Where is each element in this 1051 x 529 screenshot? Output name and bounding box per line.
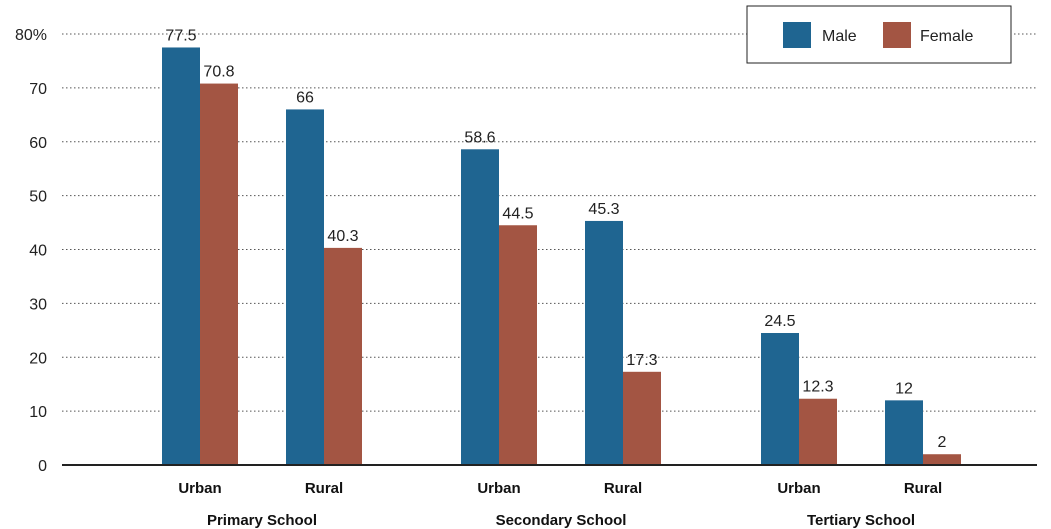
bar-female-0-1	[324, 247, 362, 465]
bar-female-2-1	[923, 454, 961, 465]
y-tick-label: 70	[29, 81, 47, 98]
group-label: Primary School	[207, 512, 317, 529]
data-label-female: 2	[938, 434, 947, 451]
y-tick-label: 80%	[15, 27, 47, 44]
y-tick-label: 50	[29, 189, 47, 206]
bar-female-2-0	[799, 398, 837, 465]
legend-label-male: Male	[822, 28, 857, 45]
data-label-male: 77.5	[165, 27, 196, 44]
bar-male-0-1	[286, 109, 324, 466]
bar-male-1-0	[461, 149, 499, 466]
data-label-female: 12.3	[802, 379, 833, 396]
bar-female-1-1	[623, 371, 661, 465]
data-label-female: 40.3	[327, 228, 358, 245]
group-labels: Primary School Secondary School Tertiary S…	[207, 512, 915, 529]
data-label-male: 58.6	[464, 129, 495, 146]
category-labels: Urban Rural Urban Rural Urban Rural	[178, 480, 942, 497]
bar-female-0-0	[200, 83, 238, 465]
y-tick-label: 60	[29, 135, 47, 152]
category-label: Rural	[604, 480, 642, 497]
legend-swatch-male	[783, 22, 811, 48]
data-label-female: 17.3	[626, 352, 657, 369]
legend-label-female: Female	[920, 28, 973, 45]
data-labels: 77.5 70.8 66 40.3 58.6 44.5 45.3 17.3 24.5 12.3 12…	[165, 27, 946, 451]
category-label: Urban	[777, 480, 820, 497]
bar-female-1-0	[499, 225, 537, 465]
data-label-male: 45.3	[588, 201, 619, 218]
bar-male-2-0	[761, 333, 799, 465]
data-label-male: 12	[895, 380, 913, 397]
y-tick-label: 40	[29, 243, 47, 260]
y-tick-label: 20	[29, 350, 47, 367]
category-label: Urban	[178, 480, 221, 497]
group-label: Tertiary School	[807, 512, 915, 529]
bar-male-1-1	[585, 220, 623, 465]
y-tick-label: 0	[38, 458, 47, 475]
bar-male-0-0	[162, 47, 200, 465]
y-axis-ticks: 0 10 20 30 40 50 60 70 80%	[15, 27, 47, 475]
category-label: Rural	[305, 480, 343, 497]
y-tick-label: 30	[29, 296, 47, 313]
legend-swatch-female	[883, 22, 911, 48]
group-label: Secondary School	[496, 512, 627, 529]
bar-male-2-1	[885, 400, 923, 465]
data-label-male: 24.5	[764, 313, 795, 330]
bars	[162, 47, 961, 466]
data-label-female: 70.8	[203, 64, 234, 81]
y-tick-label: 10	[29, 404, 47, 421]
legend: Male Female	[746, 5, 1012, 64]
category-label: Rural	[904, 480, 942, 497]
data-label-female: 44.5	[502, 205, 533, 222]
category-label: Urban	[477, 480, 520, 497]
data-label-male: 66	[296, 89, 314, 106]
